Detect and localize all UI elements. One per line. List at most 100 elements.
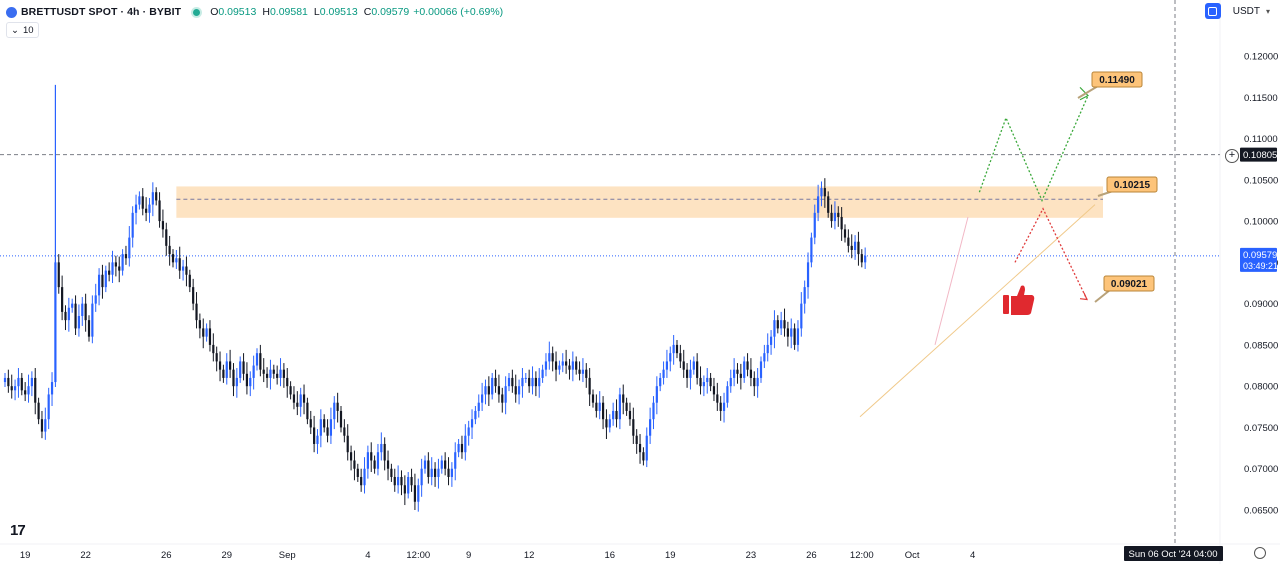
candle-body bbox=[719, 402, 722, 411]
symbol-header: BRETTUSDT SPOT · 4h · BYBIT O 0.09513 H 0.… bbox=[6, 5, 503, 19]
candle-body bbox=[363, 468, 366, 486]
candle-body bbox=[645, 435, 648, 461]
currency-select[interactable]: USDT ▾ bbox=[1229, 4, 1274, 19]
gear-icon[interactable] bbox=[1254, 547, 1266, 559]
change-value: +0.00066 (+0.69%) bbox=[413, 6, 504, 18]
x-tick-label: 12:00 bbox=[850, 550, 874, 561]
steep-trendline bbox=[934, 216, 969, 346]
candle-body bbox=[494, 377, 497, 387]
bullish-projection-path bbox=[978, 95, 1089, 203]
candle-body bbox=[729, 377, 732, 387]
candle-body bbox=[433, 468, 437, 477]
candle-body bbox=[481, 394, 484, 403]
symbol-title[interactable]: BRETTUSDT SPOT · 4h · BYBIT bbox=[21, 6, 182, 18]
candle-body bbox=[235, 377, 238, 387]
candle-body bbox=[121, 254, 124, 271]
price-callout-box bbox=[1091, 71, 1143, 88]
y-tick-label: 0.10500 bbox=[1244, 175, 1278, 186]
candle-body bbox=[739, 373, 742, 378]
candle-body bbox=[588, 377, 591, 395]
candle-body bbox=[138, 196, 141, 205]
candle-body bbox=[81, 303, 84, 317]
candle-body bbox=[689, 369, 692, 378]
candle-body bbox=[460, 443, 464, 453]
candle-body bbox=[259, 353, 262, 370]
candle-body bbox=[817, 196, 820, 213]
candle-body bbox=[282, 369, 285, 378]
candle-body bbox=[726, 386, 729, 403]
screenshot-button[interactable] bbox=[1204, 3, 1221, 19]
candle-body bbox=[323, 419, 326, 428]
candle-body bbox=[484, 386, 487, 395]
add-alert-icon[interactable]: + bbox=[1225, 149, 1239, 163]
indicator-toggle[interactable]: ⌄ 10 bbox=[6, 22, 39, 38]
candle-body bbox=[823, 188, 826, 197]
candle-body bbox=[306, 402, 309, 420]
candle-body bbox=[410, 476, 413, 486]
candle-body bbox=[13, 386, 17, 391]
candle-body bbox=[578, 369, 581, 374]
candle-body bbox=[763, 353, 766, 362]
candle-body bbox=[118, 266, 121, 271]
candle-body bbox=[601, 402, 605, 420]
candle-body bbox=[618, 394, 621, 420]
candle-body bbox=[507, 377, 511, 387]
square-icon bbox=[1208, 6, 1218, 16]
candle-body bbox=[262, 369, 265, 374]
candle-body bbox=[622, 394, 625, 403]
close-label: C bbox=[363, 6, 372, 18]
candle-body bbox=[608, 419, 611, 428]
candle-body bbox=[40, 419, 44, 432]
candle-body bbox=[34, 377, 37, 403]
candle-body bbox=[390, 468, 393, 477]
candle-body bbox=[464, 435, 467, 453]
candle-body bbox=[427, 460, 430, 477]
price-callout-label: 0.11490 bbox=[1099, 75, 1135, 86]
candle-body bbox=[24, 390, 27, 395]
price-callout-label: 0.10215 bbox=[1114, 180, 1151, 191]
current-price-value: 0.09579 bbox=[1243, 250, 1277, 261]
indicator-count: 10 bbox=[22, 24, 34, 36]
candle-body bbox=[316, 435, 319, 444]
candle-body bbox=[514, 386, 517, 395]
x-tick-label: 23 bbox=[746, 550, 757, 561]
candle-body bbox=[252, 365, 255, 378]
candle-body bbox=[37, 402, 40, 420]
y-tick-label: 0.11500 bbox=[1244, 93, 1278, 104]
candle-body bbox=[198, 320, 201, 329]
candle-body bbox=[91, 303, 94, 337]
candle-body bbox=[803, 287, 806, 304]
candle-body bbox=[309, 419, 312, 428]
candle-body bbox=[541, 369, 544, 378]
candle-body bbox=[64, 311, 67, 321]
candle-body bbox=[61, 287, 64, 312]
chevron-down-icon: ⌄ bbox=[11, 24, 19, 36]
candle-body bbox=[286, 377, 289, 387]
candle-body bbox=[548, 353, 551, 362]
close-value: 0.09579 bbox=[371, 6, 410, 18]
candle-body bbox=[679, 353, 682, 362]
candle-body bbox=[766, 344, 769, 354]
y-tick-label: 0.07500 bbox=[1244, 423, 1278, 434]
candle-body bbox=[289, 386, 292, 395]
y-tick-label: 0.06500 bbox=[1244, 506, 1278, 517]
candle-body bbox=[504, 386, 507, 403]
candle-body bbox=[665, 361, 669, 370]
candle-body bbox=[853, 241, 857, 250]
candle-body bbox=[353, 460, 356, 469]
bearish-arrowhead bbox=[1079, 292, 1088, 301]
candle-body bbox=[296, 402, 299, 407]
candle-body bbox=[124, 254, 128, 259]
x-tick-label: 9 bbox=[466, 550, 471, 561]
candle-body bbox=[108, 270, 111, 275]
candle-body bbox=[780, 320, 783, 329]
candle-body bbox=[400, 476, 403, 486]
price-callout-box bbox=[1106, 176, 1158, 193]
thumbs-up-icon bbox=[1003, 285, 1035, 315]
candle-body bbox=[722, 402, 726, 411]
alert-level-value: 0.10805 bbox=[1243, 150, 1277, 161]
candle-body bbox=[659, 377, 662, 387]
candle-body bbox=[393, 476, 396, 486]
candle-body bbox=[192, 287, 195, 304]
